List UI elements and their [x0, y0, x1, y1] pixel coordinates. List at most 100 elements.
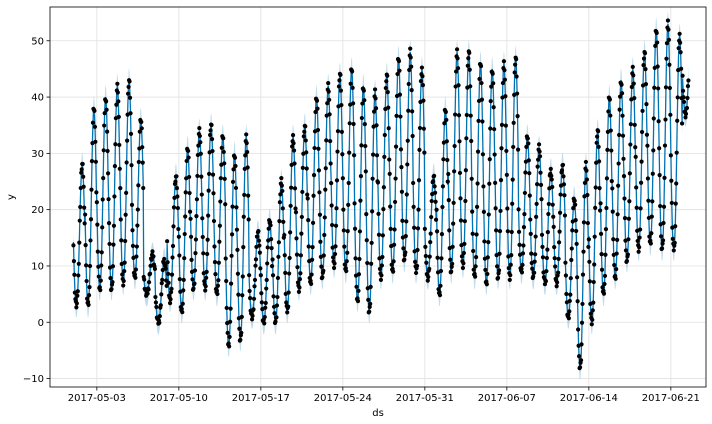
observed-point [579, 342, 584, 347]
observed-point [99, 250, 104, 255]
observed-point [615, 212, 620, 217]
observed-point [333, 244, 338, 249]
observed-point [596, 129, 601, 134]
observed-point [342, 244, 347, 249]
observed-point [339, 102, 344, 108]
observed-point [553, 264, 558, 269]
observed-point [264, 286, 269, 291]
observed-point [279, 183, 284, 188]
observed-point [588, 311, 593, 316]
observed-point [373, 96, 378, 101]
observed-point [227, 334, 232, 340]
observed-point [92, 108, 97, 113]
observed-point [406, 108, 411, 113]
observed-point [75, 289, 80, 294]
observed-point [327, 97, 332, 102]
x-axis-ticks: 2017-05-03 2017-05-10 2017-05-17 2017-05-24… [68, 387, 700, 404]
observed-point [134, 254, 139, 259]
x-axis-label: ds [372, 408, 384, 419]
observed-point [168, 297, 173, 302]
x-tick-label: 2017-05-03 [68, 393, 126, 404]
observed-point [275, 294, 280, 300]
observed-point [157, 320, 162, 325]
observed-point [305, 192, 310, 197]
observed-point [169, 286, 174, 291]
observed-point [678, 50, 683, 55]
observed-point [235, 247, 240, 252]
observed-point [81, 174, 86, 179]
observed-point [469, 138, 474, 144]
observed-point [503, 94, 508, 99]
observed-point [492, 127, 497, 132]
observed-point [124, 190, 129, 195]
observed-point [488, 126, 493, 131]
observed-point [311, 193, 316, 198]
x-tick-label: 2017-05-10 [150, 393, 208, 404]
observed-point [121, 278, 126, 284]
observed-point [531, 274, 536, 279]
observed-point [252, 284, 257, 289]
observed-point [628, 142, 633, 147]
observed-point [210, 148, 215, 154]
observed-point [493, 180, 498, 185]
observed-point [176, 226, 181, 232]
observed-point [509, 229, 514, 235]
observed-point [554, 284, 559, 289]
observed-point [685, 83, 691, 89]
observed-point [651, 116, 656, 121]
observed-point [204, 275, 209, 280]
observed-point [463, 198, 468, 204]
observed-point [186, 155, 191, 160]
observed-point [573, 202, 578, 207]
observed-point [386, 105, 391, 110]
observed-point [306, 218, 311, 223]
observed-point [474, 204, 480, 209]
observed-point [515, 91, 520, 96]
observed-point [643, 82, 649, 87]
observed-point [133, 267, 138, 272]
observed-point [335, 149, 340, 154]
observed-point [667, 62, 672, 67]
observed-point [551, 224, 556, 229]
observed-point [263, 305, 268, 310]
observed-point [534, 214, 539, 219]
observed-point [215, 283, 220, 288]
observed-point [236, 292, 241, 297]
observed-point [597, 159, 602, 164]
observed-point [205, 237, 210, 242]
observed-point [446, 171, 451, 177]
observed-point [257, 250, 262, 255]
observed-point [157, 314, 162, 319]
observed-point [334, 206, 339, 211]
observed-point [113, 142, 118, 147]
observed-point [509, 253, 514, 258]
observed-point [353, 256, 358, 261]
observed-point [135, 207, 140, 212]
observed-point [222, 161, 227, 166]
observed-point [270, 257, 275, 262]
observed-point [646, 198, 651, 203]
observed-point [147, 271, 153, 276]
observed-point [470, 231, 475, 236]
observed-point [410, 109, 415, 114]
observed-point [317, 190, 322, 195]
observed-point [303, 138, 308, 143]
observed-point [465, 63, 470, 68]
observed-point [241, 214, 246, 219]
observed-point [203, 288, 208, 293]
observed-point [638, 206, 643, 211]
observed-point [244, 132, 249, 137]
observed-point [153, 300, 159, 305]
observed-point [280, 206, 285, 211]
observed-point [164, 283, 169, 288]
observed-point [316, 146, 321, 151]
observed-point [574, 241, 579, 246]
observed-point [423, 244, 428, 249]
observed-point [641, 56, 647, 61]
observed-point [251, 307, 256, 312]
observed-point [358, 174, 364, 179]
observed-point [620, 133, 626, 138]
observed-point [122, 269, 127, 274]
observed-point [638, 180, 644, 185]
observed-point [471, 267, 476, 272]
